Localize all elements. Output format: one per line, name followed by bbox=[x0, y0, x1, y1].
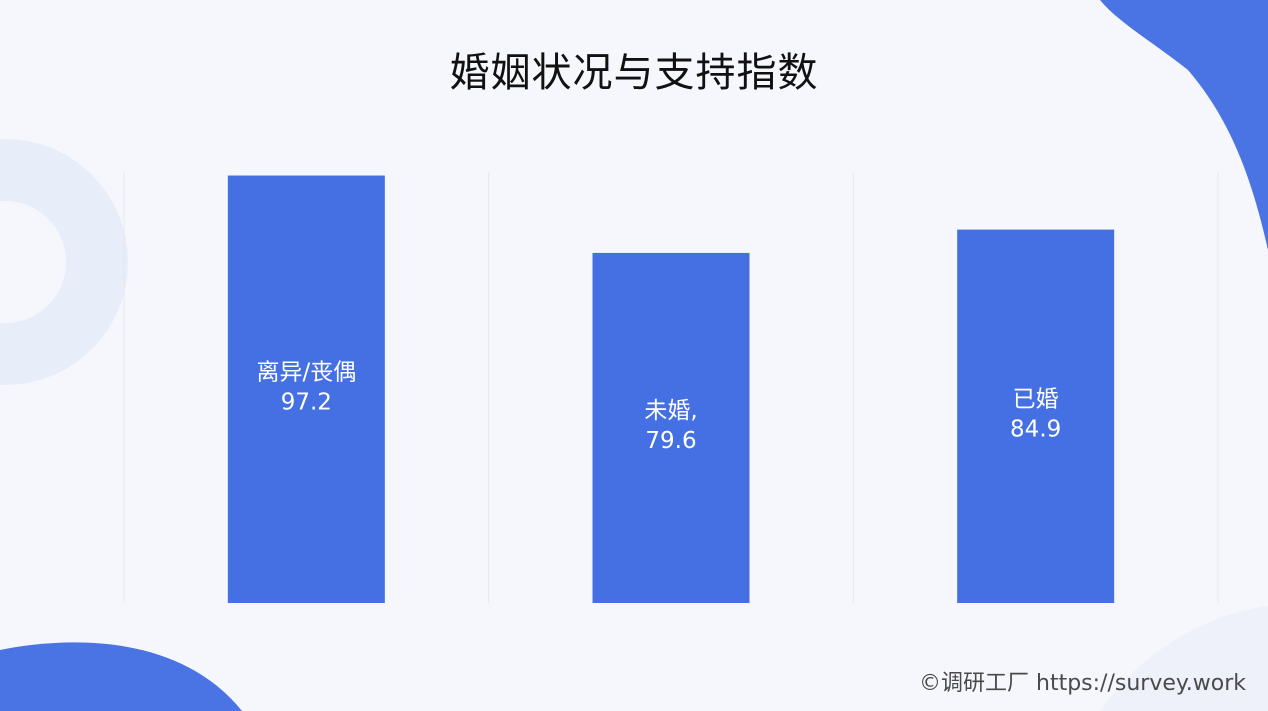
bar-category-label: 未婚, bbox=[644, 398, 697, 424]
bar-value-label: 97.2 bbox=[281, 389, 332, 415]
bottom-right-ring bbox=[1100, 606, 1268, 711]
bar bbox=[227, 175, 385, 603]
bar-value-label: 84.9 bbox=[1010, 416, 1061, 442]
bar-value-label: 79.6 bbox=[645, 428, 696, 454]
bar bbox=[592, 252, 750, 603]
bar bbox=[957, 229, 1115, 603]
bar-category-label: 离异/丧偶 bbox=[256, 359, 356, 385]
top-right-blob bbox=[1100, 0, 1268, 250]
bar-category-label: 已婚 bbox=[1013, 386, 1059, 412]
footer-watermark: ©调研工厂 https://survey.work bbox=[919, 671, 1246, 696]
bottom-left-blob bbox=[0, 642, 242, 711]
left-ring bbox=[0, 139, 128, 385]
page-title: 婚姻状况与支持指数 bbox=[449, 50, 819, 96]
